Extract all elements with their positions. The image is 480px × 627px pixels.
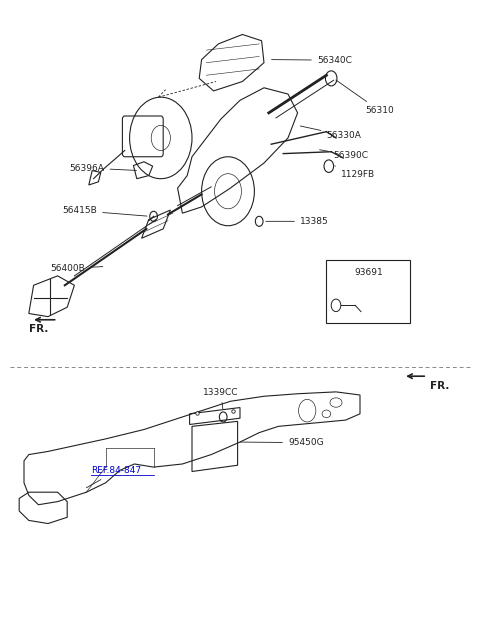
Text: 56415B: 56415B <box>62 206 147 216</box>
Text: FR.: FR. <box>430 381 449 391</box>
Text: 56400B: 56400B <box>50 264 103 273</box>
Text: 56330A: 56330A <box>300 126 361 140</box>
Text: 93691: 93691 <box>354 268 383 277</box>
Text: 95450G: 95450G <box>240 438 324 447</box>
Text: 56396A: 56396A <box>70 164 136 172</box>
Text: 13385: 13385 <box>266 217 329 226</box>
Bar <box>326 260 410 323</box>
Circle shape <box>325 71 337 86</box>
Text: REF.84-847: REF.84-847 <box>86 466 141 488</box>
Text: 1129FB: 1129FB <box>335 166 375 179</box>
Text: FR.: FR. <box>29 324 48 334</box>
Text: 56310: 56310 <box>336 80 394 115</box>
Text: 56340C: 56340C <box>272 56 352 65</box>
Text: 1339CC: 1339CC <box>203 388 239 409</box>
Text: 56390C: 56390C <box>320 150 369 160</box>
